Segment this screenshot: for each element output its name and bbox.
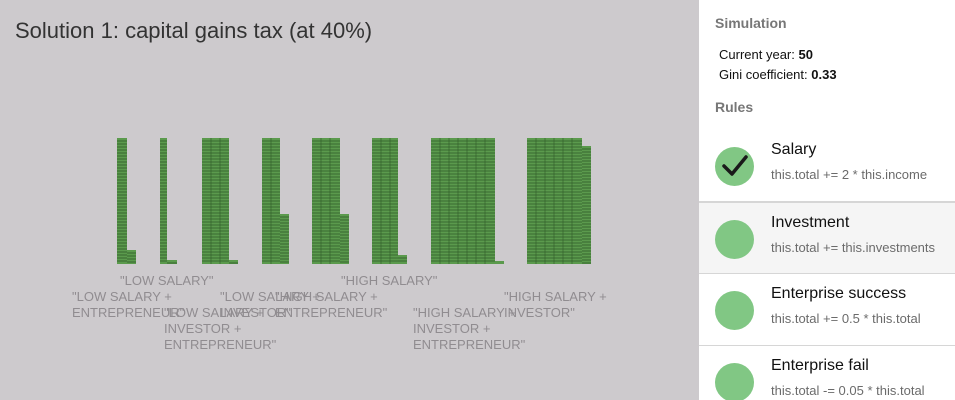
- rule-investment[interactable]: Investment this.total += this.investment…: [699, 202, 955, 274]
- wealth-bar: [495, 261, 504, 264]
- rule-code: this.total += 0.5 * this.total: [771, 311, 921, 326]
- rules-section-title: Rules: [715, 99, 754, 115]
- group-label: "HIGH SALARY": [341, 273, 438, 288]
- gini-value: 0.33: [811, 67, 837, 82]
- rule-code: this.total += 2 * this.income: [771, 167, 928, 182]
- rule-toggle[interactable]: [715, 220, 754, 259]
- wealth-bar: [280, 214, 289, 264]
- group-label: "HIGH SALARY + INVESTOR": [504, 289, 607, 320]
- rule-enterprise-fail[interactable]: Enterprise fail this.total -= 0.05 * thi…: [699, 346, 955, 400]
- gini-stat: Gini coefficient: 0.33: [719, 67, 837, 82]
- page-title: Solution 1: capital gains tax (at 40%): [15, 18, 373, 43]
- group-label: "LOW SALARY + INVESTOR": [220, 289, 320, 320]
- wealth-bar: [229, 260, 238, 264]
- rule-name: Salary: [771, 141, 817, 158]
- wealth-bar: [127, 250, 136, 264]
- wealth-bar: [167, 260, 177, 264]
- rule-name: Enterprise success: [771, 285, 907, 302]
- wealth-bar: [582, 146, 591, 264]
- current-year-label: Current year:: [719, 47, 799, 62]
- checkmark-icon: [722, 155, 748, 176]
- rule-toggle[interactable]: [715, 291, 754, 330]
- group-label: "LOW SALARY": [120, 273, 214, 288]
- rule-toggle[interactable]: [715, 363, 754, 400]
- rule-enterprise-success[interactable]: Enterprise success this.total += 0.5 * t…: [699, 274, 955, 346]
- group-label: "LOW SALARY + INVESTOR + ENTREPRENEUR": [164, 305, 277, 352]
- rule-code: this.total += this.investments: [771, 240, 936, 255]
- group-label: "HIGH SALARY + ENTREPRENEUR": [275, 289, 388, 320]
- current-year-value: 50: [798, 47, 813, 62]
- rule-name: Investment: [771, 214, 850, 231]
- wealth-bar: [398, 255, 407, 264]
- rule-code: this.total -= 0.05 * this.total: [771, 383, 925, 398]
- wealth-chart: [117, 138, 591, 264]
- group-label: "HIGH SALARY + INVESTOR + ENTREPRENEUR": [413, 305, 526, 352]
- rule-salary[interactable]: Salary this.total += 2 * this.income: [699, 130, 955, 202]
- current-year-stat: Current year: 50: [719, 47, 813, 62]
- rule-toggle[interactable]: [715, 147, 754, 186]
- wealth-bar: [340, 214, 349, 264]
- group-label: "LOW SALARY + ENTREPRENEUR": [72, 289, 185, 320]
- gini-label: Gini coefficient:: [719, 67, 812, 82]
- simulation-section-title: Simulation: [715, 15, 787, 31]
- sidebar: Simulation Current year: 50 Gini coeffic…: [699, 0, 955, 400]
- simulation-canvas: Solution 1: capital gains tax (at 40%) "…: [0, 0, 699, 400]
- rule-name: Enterprise fail: [771, 357, 869, 374]
